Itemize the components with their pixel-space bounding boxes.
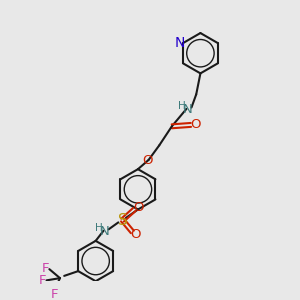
Text: O: O (142, 154, 153, 167)
Text: H: H (95, 223, 103, 233)
Text: F: F (42, 262, 49, 275)
Text: H: H (178, 101, 185, 111)
Text: O: O (130, 228, 141, 241)
Text: N: N (183, 103, 193, 116)
Text: O: O (191, 118, 201, 131)
Text: N: N (174, 36, 185, 50)
Text: O: O (133, 201, 143, 214)
Text: F: F (39, 274, 46, 287)
Text: F: F (51, 288, 58, 300)
Text: S: S (118, 213, 128, 228)
Text: N: N (100, 225, 110, 238)
